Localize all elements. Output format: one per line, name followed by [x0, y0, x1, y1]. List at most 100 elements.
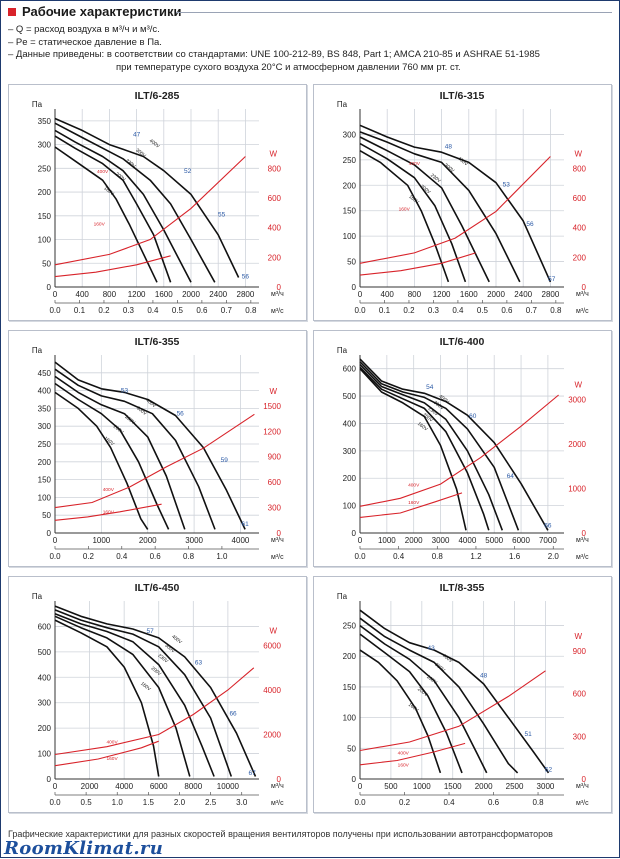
x2-tick-label: 2.0 [174, 798, 186, 807]
pressure-curve [359, 361, 520, 531]
y-axis-label: Па [337, 100, 348, 109]
y2-axis-label: W [574, 381, 582, 390]
chart-title: ILT/6-315 [440, 90, 485, 102]
page-title: Рабочие характеристики [22, 4, 182, 19]
pressure-curve [54, 612, 215, 777]
pressure-curve [359, 624, 488, 774]
chart-panel: ILT/6-285 0 50 100 150 200 250 300 350 Па 0 200 400 6… [8, 84, 307, 321]
chart-svg: ILT/6-315 0 50 100 150 200 250 300 Па 0 200 400 600 8… [337, 90, 589, 315]
chart-panel: ILT/6-355 0 50 100 150 200 250 300 350 400 450 Па 0 3… [8, 330, 307, 567]
speed-label: 160V [103, 509, 115, 515]
x-tick-label: 4000 [232, 536, 250, 545]
y-tick-label: 0 [352, 775, 357, 784]
speed-label: 160V [139, 681, 152, 693]
x2-tick-label: 0.1 [379, 306, 391, 315]
x2-tick-label: 3.0 [236, 798, 248, 807]
y-tick-label: 50 [347, 744, 356, 753]
point-label: 56 [242, 273, 250, 280]
x-tick-label: 2000 [487, 290, 505, 299]
note-line: – Pe = статическое давление в Па. [8, 36, 162, 48]
x-tick-label: 1000 [378, 536, 396, 545]
x2-tick-label: 0.0 [49, 552, 61, 561]
x-tick-label: 2000 [182, 290, 200, 299]
speed-label: 400V [170, 634, 183, 646]
y-tick-label: 100 [38, 493, 52, 502]
y-tick-label: 350 [38, 117, 52, 126]
y2-tick-label: 0 [277, 529, 282, 538]
point-label: 67 [248, 770, 256, 777]
y-tick-label: 200 [343, 652, 357, 661]
x2-axis-label: м³/с [576, 800, 589, 807]
y-tick-label: 0 [352, 283, 357, 292]
x-tick-label: 0 [53, 290, 58, 299]
pressure-curve [54, 368, 216, 530]
chart-svg: ILT/6-450 0 100 200 300 400 500 600 Па 0 2000 4000 6… [32, 582, 284, 807]
watermark-logo[interactable]: RoomKlimat.ru [4, 838, 164, 859]
power-curve [359, 394, 559, 507]
y-tick-label: 150 [38, 212, 52, 221]
pressure-curve [54, 122, 216, 283]
x2-tick-label: 0.5 [81, 798, 93, 807]
y2-axis-label: W [574, 632, 582, 641]
x-tick-label: 8000 [184, 782, 202, 791]
y2-tick-label: 4000 [263, 686, 281, 695]
y-tick-label: 150 [343, 683, 357, 692]
y-tick-label: 200 [343, 474, 357, 483]
chart-title: ILT/6-450 [135, 582, 180, 594]
y-tick-label: 0 [47, 775, 52, 784]
chart-panel: ILT/6-400 0 100 200 300 400 500 600 Па 0 1000 2000 3… [313, 330, 612, 567]
y-tick-label: 250 [38, 164, 52, 173]
x2-axis-label: м³/с [271, 308, 284, 315]
x-tick-label: 2800 [237, 290, 255, 299]
pressure-curve [54, 609, 233, 777]
chart-svg: ILT/6-4000100200300400500600Па0100020003… [337, 336, 589, 561]
speed-label: 400V [398, 750, 410, 756]
x-tick-label: 2500 [506, 782, 524, 791]
y2-tick-label: 600 [268, 194, 282, 203]
y2-tick-label: 600 [268, 478, 282, 487]
y-axis-label: Па [32, 100, 43, 109]
point-label: 48 [445, 144, 453, 151]
x2-axis-label: м³/с [576, 308, 589, 315]
y2-tick-label: 1000 [568, 485, 586, 494]
x-tick-label: 6000 [512, 536, 530, 545]
point-label: 60 [469, 413, 477, 420]
speed-label: 400V [106, 739, 118, 745]
y-tick-label: 400 [38, 673, 52, 682]
y2-tick-label: 1500 [263, 402, 281, 411]
x-tick-label: 0 [358, 536, 363, 545]
x2-tick-label: 0.1 [74, 306, 86, 315]
point-label: 53 [121, 387, 129, 394]
x2-tick-label: 0.2 [83, 552, 95, 561]
y-tick-label: 300 [38, 699, 52, 708]
x2-tick-label: 0.6 [150, 552, 162, 561]
point-label: 57 [146, 628, 154, 635]
y-tick-label: 200 [38, 724, 52, 733]
chart-title: ILT/6-400 [440, 336, 485, 348]
x-tick-label: 2000 [405, 536, 423, 545]
y2-tick-label: 1200 [263, 427, 281, 436]
point-label: 56 [177, 411, 185, 418]
x2-tick-label: 0.0 [354, 552, 366, 561]
pressure-curve [359, 617, 519, 774]
x2-tick-label: 0.5 [172, 306, 184, 315]
point-label: 59 [221, 457, 229, 464]
chart-title: ILT/8-355 [440, 582, 485, 594]
y-tick-label: 200 [38, 458, 52, 467]
x2-tick-label: 0.4 [452, 306, 464, 315]
power-curve [359, 670, 546, 752]
speed-label: 400V [408, 482, 420, 488]
y-tick-label: 600 [38, 622, 52, 631]
y2-tick-label: 0 [277, 283, 282, 292]
x2-tick-label: 0.3 [123, 306, 135, 315]
y-tick-label: 100 [343, 502, 357, 511]
power-curve [54, 503, 162, 521]
y-tick-label: 250 [343, 156, 357, 165]
x-axis-label: м³/ч [576, 291, 589, 298]
y-tick-label: 500 [343, 392, 357, 401]
x2-tick-label: 0.7 [526, 306, 538, 315]
y-axis-label: Па [32, 346, 43, 355]
x2-tick-label: 0.2 [98, 306, 110, 315]
x-tick-label: 800 [408, 290, 422, 299]
x2-tick-label: 0.8 [432, 552, 444, 561]
